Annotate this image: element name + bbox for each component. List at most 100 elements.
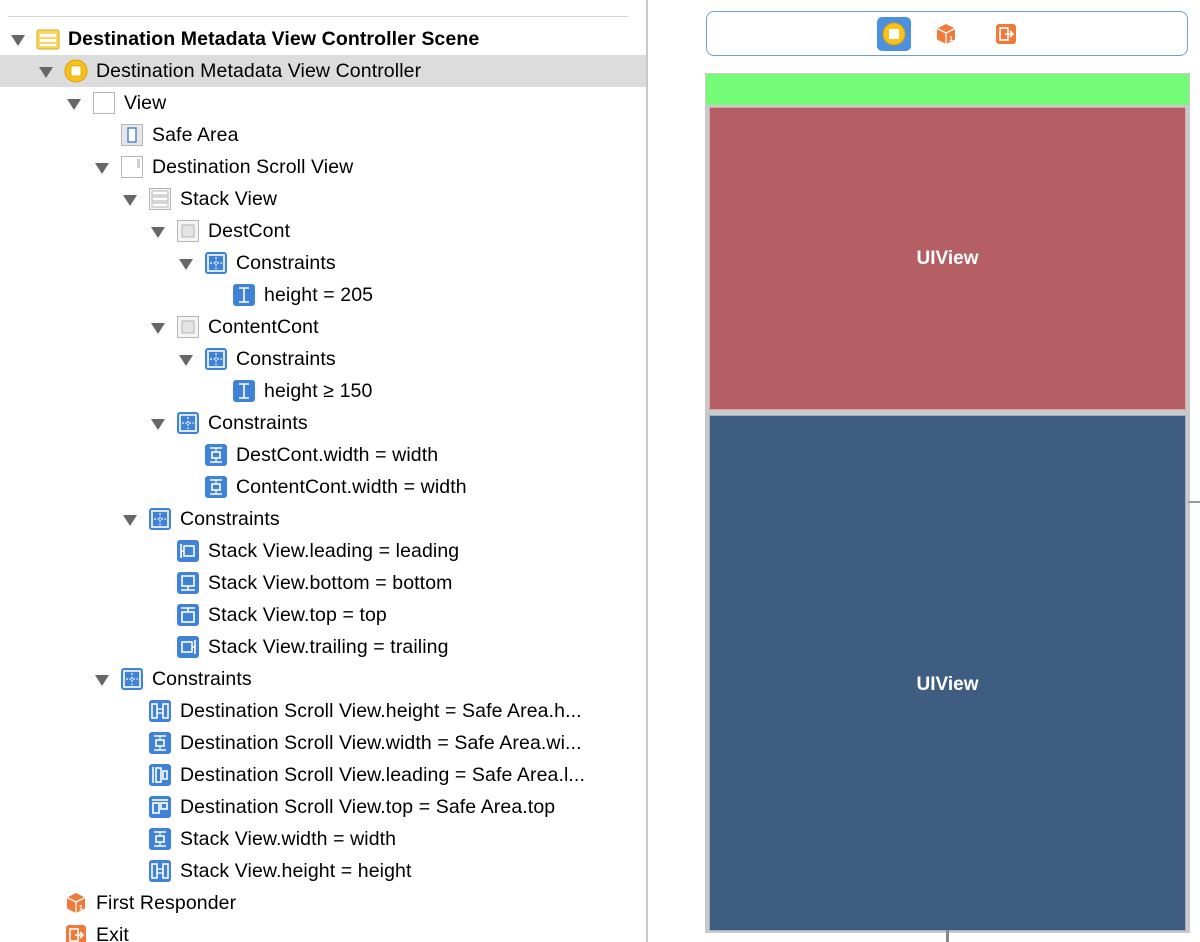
outline-row[interactable]: Constraints (0, 247, 646, 279)
outline-row-label: First Responder (96, 892, 237, 914)
constraints-icon (148, 507, 172, 531)
outline-row[interactable]: Constraints (0, 407, 646, 439)
safe-area-top-bar (706, 74, 1189, 105)
safe-area-icon (120, 123, 144, 147)
outline-row-label: DestCont.width = width (236, 444, 439, 466)
outline-row[interactable]: Stack View.width = width (0, 823, 646, 855)
outline-row[interactable]: Safe Area (0, 119, 646, 151)
view-icon (92, 91, 116, 115)
constraints-icon (176, 411, 200, 435)
outline-row-label: Stack View (180, 188, 278, 210)
outline-row-label: Constraints (236, 252, 336, 274)
disclosure-triangle-icon[interactable] (151, 227, 165, 238)
disclosure-triangle-icon[interactable] (179, 259, 193, 270)
dock-exit-button[interactable] (989, 17, 1023, 51)
bottom-constraint-icon (176, 571, 200, 595)
dest-container-view[interactable]: UIView (709, 107, 1186, 410)
dock-first-responder-button[interactable]: 1 (929, 17, 963, 51)
outline-row[interactable]: Stack View.bottom = bottom (0, 567, 646, 599)
outline-row-label: height ≥ 150 (264, 380, 373, 402)
outline-row-label: Stack View.bottom = bottom (208, 572, 453, 594)
outline-row[interactable]: Destination Scroll View (0, 151, 646, 183)
height-constraint-icon (232, 283, 256, 307)
outline-row[interactable]: Stack View.trailing = trailing (0, 631, 646, 663)
outline-row-label: DestCont (208, 220, 291, 242)
disclosure-triangle-icon[interactable] (123, 515, 137, 526)
constraints-icon (204, 251, 228, 275)
outline-row-label: Constraints (152, 668, 252, 690)
constraints-icon (120, 667, 144, 691)
exit-icon (996, 24, 1016, 44)
outline-row-label: Destination Scroll View.leading = Safe A… (180, 764, 585, 786)
exit-icon (64, 923, 88, 942)
outline-row[interactable]: Destination Scroll View.height = Safe Ar… (0, 695, 646, 727)
bottom-view-label: UIView (916, 674, 979, 695)
outline-row[interactable]: Destination Scroll View.width = Safe Are… (0, 727, 646, 759)
disclosure-triangle-icon[interactable] (67, 99, 81, 110)
disclosure-triangle-icon[interactable] (179, 355, 193, 366)
outline-row[interactable]: DestCont (0, 215, 646, 247)
container-view-icon (176, 315, 200, 339)
outline-row[interactable]: Destination Metadata View Controller (0, 55, 646, 87)
outline-row-label: View (124, 92, 167, 114)
disclosure-triangle-icon[interactable] (39, 67, 53, 78)
top-constraint-icon (176, 603, 200, 627)
outline-row-label: ContentCont.width = width (236, 476, 467, 498)
outline-row-label: Destination Metadata View Controller (96, 60, 422, 82)
outline-row[interactable]: Stack View.leading = leading (0, 535, 646, 567)
width-constraint-icon (204, 475, 228, 499)
storyboard-canvas[interactable]: 1 UIView UIView (648, 0, 1200, 942)
leading-constraint-icon (176, 539, 200, 563)
view-controller-frame[interactable]: UIView UIView (705, 73, 1190, 933)
outline-row-label: ContentCont (208, 316, 319, 338)
outline-row-label: Constraints (208, 412, 308, 434)
canvas-bottom-marker (946, 930, 949, 942)
outline-row[interactable]: Constraints (0, 663, 646, 695)
outline-row[interactable]: Destination Scroll View.leading = Safe A… (0, 759, 646, 791)
trailing-constraint-icon (176, 635, 200, 659)
first-responder-icon: 1 (64, 891, 88, 915)
outline-row[interactable]: Stack View (0, 183, 646, 215)
outline-row[interactable]: height ≥ 150 (0, 375, 646, 407)
disclosure-triangle-icon[interactable] (151, 323, 165, 334)
outline-row[interactable]: View (0, 87, 646, 119)
width-constraint-icon (148, 827, 172, 851)
outline-row[interactable]: Exit (0, 919, 646, 942)
outline-row-label: Stack View.height = height (180, 860, 412, 882)
outline-row[interactable]: ContentCont.width = width (0, 471, 646, 503)
disclosure-triangle-icon[interactable] (95, 163, 109, 174)
disclosure-triangle-icon[interactable] (123, 195, 137, 206)
disclosure-triangle-icon[interactable] (11, 35, 25, 46)
disclosure-triangle-icon[interactable] (151, 419, 165, 430)
scene-icon (36, 27, 60, 51)
top-edge-constraint-icon (148, 795, 172, 819)
outline-row[interactable]: Stack View.height = height (0, 855, 646, 887)
view-controller-icon (882, 22, 906, 46)
pane-splitter[interactable] (646, 0, 648, 942)
document-outline: Destination Metadata View Controller Sce… (0, 16, 646, 942)
svg-text:1: 1 (79, 905, 83, 912)
first-responder-icon: 1 (936, 24, 956, 44)
outline-row[interactable]: 1 First Responder (0, 887, 646, 919)
outline-row[interactable]: Stack View.top = top (0, 599, 646, 631)
outline-row[interactable]: Constraints (0, 343, 646, 375)
dock-view-controller-button[interactable] (877, 17, 911, 51)
outline-row-label: Destination Metadata View Controller Sce… (68, 28, 480, 50)
width-constraint-icon (148, 731, 172, 755)
outline-row-label: height = 205 (264, 284, 374, 306)
disclosure-triangle-icon[interactable] (95, 675, 109, 686)
outline-row[interactable]: DestCont.width = width (0, 439, 646, 471)
outline-row-label: Destination Scroll View.width = Safe Are… (180, 732, 582, 754)
outline-row[interactable]: height = 205 (0, 279, 646, 311)
outline-row[interactable]: Destination Scroll View.top = Safe Area.… (0, 791, 646, 823)
content-container-view[interactable]: UIView (709, 415, 1186, 931)
outline-row-label: Constraints (180, 508, 280, 530)
outline-row-label: Stack View.leading = leading (208, 540, 460, 562)
stack-view-icon (148, 187, 172, 211)
outline-row[interactable]: ContentCont (0, 311, 646, 343)
outline-row[interactable]: Destination Metadata View Controller Sce… (0, 23, 646, 55)
outline-row-label: Stack View.top = top (208, 604, 387, 626)
outline-row-label: Destination Scroll View (152, 156, 354, 178)
outline-row[interactable]: Constraints (0, 503, 646, 535)
top-view-label: UIView (916, 248, 979, 269)
